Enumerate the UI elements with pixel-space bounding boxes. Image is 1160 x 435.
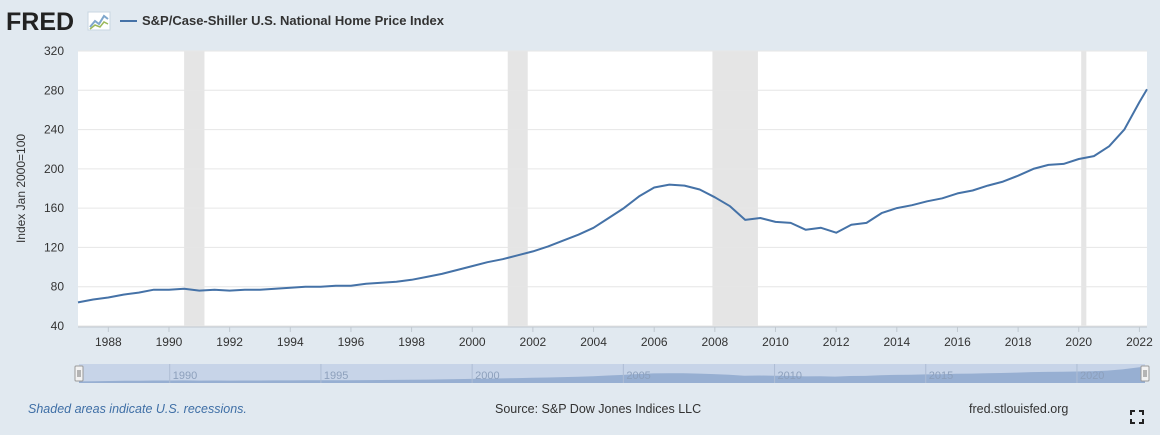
- navigator-tick-label: 1995: [324, 370, 348, 382]
- range-navigator[interactable]: 1990 1995 2000 2005 2010 2015 2020: [74, 364, 1150, 383]
- site-link[interactable]: fred.stlouisfed.org: [969, 402, 1069, 416]
- x-tick-label: 1998: [398, 335, 425, 349]
- plot-area: [78, 51, 1147, 326]
- recession-bands: [184, 51, 1087, 326]
- navigator-right-handle[interactable]: [1140, 365, 1150, 382]
- x-tick-label: 2008: [701, 335, 728, 349]
- y-tick-label: 240: [44, 123, 64, 137]
- x-tick-label: 2004: [580, 335, 607, 349]
- navigator-left-handle[interactable]: [74, 365, 84, 382]
- x-tick-label: 1988: [95, 335, 122, 349]
- x-tick-label: 2012: [823, 335, 850, 349]
- x-tick-label: 2018: [1005, 335, 1032, 349]
- x-tick-label: 2006: [641, 335, 668, 349]
- x-tick-label: 2020: [1065, 335, 1092, 349]
- recession-band: [712, 51, 758, 326]
- recession-note: Shaded areas indicate U.S. recessions.: [28, 402, 247, 416]
- source-credit: Source: S&P Dow Jones Indices LLC: [495, 402, 702, 416]
- y-tick-label: 80: [51, 280, 65, 294]
- grid: [78, 50, 1147, 327]
- fred-graph-icon: [87, 11, 111, 31]
- x-tick-label: 1990: [156, 335, 183, 349]
- series-line: [77, 88, 1148, 304]
- x-tick-label: 2002: [520, 335, 547, 349]
- x-tick-label: 2000: [459, 335, 486, 349]
- y-tick-label: 40: [51, 319, 65, 333]
- x-tick-label: 1994: [277, 335, 304, 349]
- x-tick-label: 1992: [216, 335, 243, 349]
- navigator-tick-label: 2000: [475, 370, 499, 382]
- navigator-tick-label: 2015: [929, 370, 953, 382]
- fred-logo[interactable]: FRED: [6, 8, 74, 36]
- navigator-series: [79, 366, 1145, 383]
- x-tick-label: 2016: [944, 335, 971, 349]
- y-tick-label: 280: [44, 83, 64, 97]
- navigator-tick-label: 2005: [626, 370, 650, 382]
- y-tick-label: 200: [44, 162, 64, 176]
- recession-band: [507, 51, 528, 326]
- navigator-ticks: 1990 1995 2000 2005 2010 2015 2020: [169, 364, 1104, 383]
- navigator-tick-label: 1990: [173, 370, 197, 382]
- y-tick-label: 320: [44, 44, 64, 58]
- legend-label[interactable]: S&P/Case-Shiller U.S. National Home Pric…: [142, 13, 445, 28]
- navigator-tick-label: 2020: [1080, 370, 1104, 382]
- y-tick-label: 160: [44, 201, 64, 215]
- x-tick-label: 1996: [338, 335, 365, 349]
- x-tick-label: 2010: [762, 335, 789, 349]
- series-layer: [77, 88, 1148, 304]
- navigator-tick-label: 2010: [778, 370, 802, 382]
- x-tick-label: 2022: [1126, 335, 1153, 349]
- recession-band: [184, 51, 205, 326]
- y-axis: 40 80 120 160 200 240 280 320: [44, 44, 64, 333]
- fullscreen-icon[interactable]: [1130, 410, 1144, 424]
- recession-band: [1081, 51, 1087, 326]
- x-axis: 1988 1990 1992 1994 1996 1998 2000 2002 2004 2006…: [78, 326, 1153, 349]
- y-axis-label: Index Jan 2000=100: [14, 134, 28, 243]
- x-tick-label: 2014: [883, 335, 910, 349]
- y-tick-label: 120: [44, 240, 64, 254]
